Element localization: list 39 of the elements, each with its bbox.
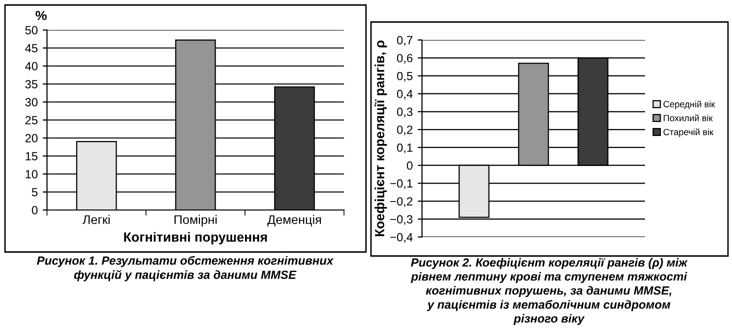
y-tick-label: 5 bbox=[32, 188, 38, 196]
y-tick-label: 0,1 bbox=[397, 143, 412, 154]
legend-label: Старечій вік bbox=[664, 128, 714, 138]
y-tick-label: 35 bbox=[25, 80, 38, 88]
y-tick-label: 40 bbox=[25, 62, 38, 70]
x-tick-label: Деменція bbox=[267, 214, 321, 226]
text: функцій у пацієнтів за даними MMSE bbox=[74, 270, 297, 282]
y-tick-label: 20 bbox=[25, 134, 38, 142]
y-tick-label: 0,7 bbox=[397, 36, 412, 46]
y-tick-label: 30 bbox=[25, 98, 38, 106]
x-axis-title: Когнітивні порушення bbox=[124, 232, 267, 244]
y-tick-label: 0,3 bbox=[397, 108, 412, 118]
y-tick-label: −0,4 bbox=[390, 233, 413, 243]
y-axis-title: Коефіцієнт кореляції рангів, ρ bbox=[374, 40, 387, 236]
y-tick-label: 50 bbox=[25, 26, 38, 34]
y-tick-label: 0,5 bbox=[397, 72, 412, 82]
x-tick-label: Помірні bbox=[174, 214, 217, 227]
text: у пацієнтів із метаболічним синдромом bbox=[426, 300, 670, 312]
text: когнітивних порушень, за даними MMSE, bbox=[426, 286, 672, 298]
y-tick-label: 0,4 bbox=[397, 90, 413, 100]
y-tick-label: 45 bbox=[25, 44, 38, 52]
text: Рисунок 2. Коефіцієнт кореляції рангів (ρ) між bbox=[410, 258, 688, 270]
text: різного віку bbox=[514, 314, 585, 326]
text: рівнем лептину крові та ступенем тяжкості bbox=[410, 272, 688, 284]
y-tick-label: 25 bbox=[25, 116, 38, 124]
legend-label: Похилий вік bbox=[664, 114, 713, 122]
y-tick-label: 0 bbox=[406, 161, 413, 170]
y-tick-label: 0 bbox=[32, 206, 38, 214]
y-tick-label: 10 bbox=[26, 170, 38, 178]
y-tick-label: 0,2 bbox=[397, 126, 412, 136]
y-tick-label: −0,2 bbox=[390, 197, 412, 207]
y-tick-label: 0,6 bbox=[397, 54, 412, 64]
text: Рисунок 1. Результати обстеження когнітивних bbox=[36, 256, 334, 268]
x-tick-label: Легкі bbox=[82, 214, 110, 224]
y-axis-title: % bbox=[36, 10, 47, 20]
legend-label: Середній вік bbox=[664, 100, 716, 110]
y-tick-label: −0,1 bbox=[390, 179, 412, 190]
y-tick-label: −0,3 bbox=[390, 215, 412, 225]
y-tick-label: 15 bbox=[26, 152, 38, 160]
